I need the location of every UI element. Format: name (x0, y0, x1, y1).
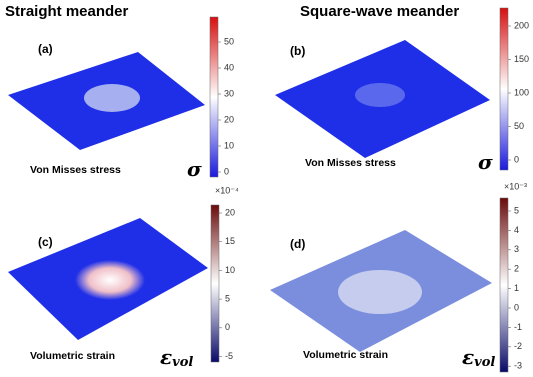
colorbar-multiplier: ×10⁻⁴ (215, 185, 239, 195)
tick-label: 20 (225, 207, 235, 217)
symbol: εvol (160, 345, 193, 370)
tick-label: 50 (514, 121, 524, 131)
tick-label: 5 (514, 205, 519, 215)
tick-label: 3 (514, 244, 519, 254)
panel-label: (c) (38, 235, 53, 249)
tick-label: 10 (224, 140, 234, 150)
colorbar (499, 197, 509, 373)
panel-label: (a) (38, 42, 53, 56)
tick-label: 150 (514, 54, 529, 64)
column-title: Square-wave meander (300, 3, 459, 20)
tick-label: -2 (514, 341, 522, 351)
tick-label: 1 (514, 283, 519, 293)
symbol-main: σ (478, 150, 493, 174)
hotspot (355, 83, 405, 107)
symbol: εvol (462, 345, 495, 370)
tick-label: 5 (225, 293, 230, 303)
tick-label: 50 (224, 36, 234, 46)
tick-label: -3 (514, 361, 522, 371)
tick-label: 15 (225, 236, 235, 246)
tick-label: 0 (514, 302, 519, 312)
symbol: σ (187, 157, 202, 181)
tick-label: -1 (514, 322, 522, 332)
colorbar-multiplier: ×10⁻³ (504, 181, 527, 191)
symbol-sub: vol (172, 355, 193, 370)
tick-label: 200 (514, 20, 529, 30)
tick-label: 4 (514, 225, 519, 235)
tick-label: 0 (514, 154, 519, 164)
symbol-main: ε (160, 345, 172, 369)
colorbar (499, 7, 509, 171)
caption: Von Misses stress (305, 157, 396, 169)
hotspot (84, 84, 140, 112)
tick-label: 20 (224, 114, 234, 124)
hotspot (75, 260, 145, 300)
symbol-sub: vol (474, 355, 495, 370)
caption: Von Misses stress (30, 164, 121, 176)
symbol-main: σ (187, 157, 202, 181)
tick-label: 0 (224, 166, 229, 176)
panel-label: (d) (290, 237, 305, 251)
colorbar (210, 204, 220, 363)
tick-label: 0 (225, 322, 230, 332)
plates (8, 40, 492, 352)
tick-label: 2 (514, 264, 519, 274)
symbol-main: ε (462, 345, 474, 369)
caption: Volumetric strain (303, 349, 388, 361)
column-title: Straight meander (5, 3, 129, 20)
hotspot (338, 270, 422, 314)
symbol: σ (478, 150, 493, 174)
tick-label: -5 (225, 351, 233, 361)
tick-label: 30 (224, 88, 234, 98)
panel-label: (b) (290, 44, 305, 58)
colorbar (209, 16, 219, 178)
tick-label: 10 (225, 265, 235, 275)
tick-label: 100 (514, 87, 529, 97)
tick-label: 40 (224, 62, 234, 72)
caption: Volumetric strain (30, 350, 115, 362)
